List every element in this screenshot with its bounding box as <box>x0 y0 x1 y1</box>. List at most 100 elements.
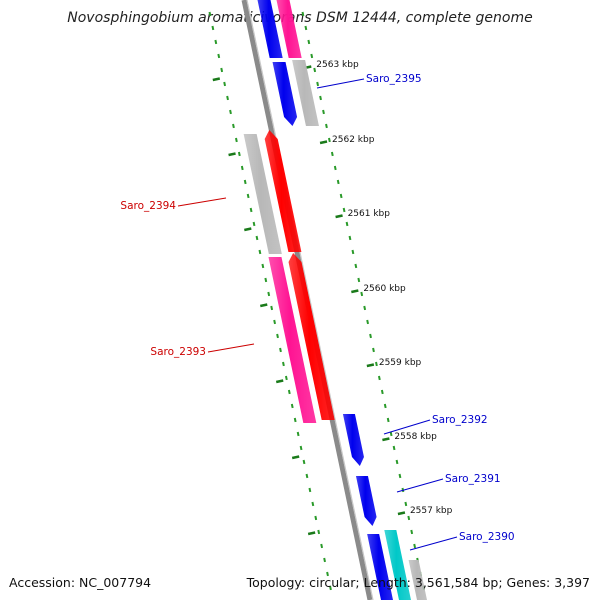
guide-dash <box>395 459 399 465</box>
guide-dash <box>320 543 324 549</box>
ruler-tick <box>351 289 359 294</box>
guide-dash <box>383 403 387 409</box>
guide-dash <box>293 417 297 423</box>
guide-dash <box>264 277 268 283</box>
ruler-tick-label: 2559 kbp <box>379 358 422 368</box>
guide-dash <box>246 193 250 199</box>
guide-dash <box>351 249 355 255</box>
ruler-tick <box>397 511 406 516</box>
scale-tick <box>275 379 284 384</box>
guide-dash <box>252 221 256 227</box>
gene-label-saro_2391[interactable]: Saro_2391 <box>445 473 501 485</box>
guide-dash <box>329 585 332 591</box>
guide-dash <box>296 431 300 437</box>
guide-dash <box>325 123 328 129</box>
guide-dash <box>305 473 309 479</box>
scale-tick <box>259 303 268 308</box>
guide-dash <box>336 179 340 185</box>
guide-dash <box>217 53 221 59</box>
guide-dash <box>232 123 235 129</box>
scale-tick <box>244 227 252 232</box>
ruler-tick-label: 2558 kbp <box>394 432 437 442</box>
gene-block-pink-inner <box>268 257 317 423</box>
guide-dash <box>333 165 337 171</box>
guide-dash <box>392 445 396 451</box>
left-guide-dots <box>208 11 332 591</box>
guide-dash <box>345 221 349 227</box>
guide-dash <box>235 137 238 143</box>
guide-dash <box>348 235 352 241</box>
guide-dash <box>398 473 402 479</box>
map-title: Novosphingobium aromaticivorans DSM 1244… <box>67 10 533 26</box>
scale-tick <box>212 77 221 82</box>
gene-block-blue-bottom <box>367 534 393 600</box>
guide-dash <box>369 333 372 339</box>
guide-dash <box>273 319 277 325</box>
guide-dash <box>211 25 215 31</box>
guide-dash <box>377 375 381 381</box>
guide-dash <box>282 361 285 367</box>
guide-dash <box>360 291 364 297</box>
guide-dash <box>410 529 414 535</box>
gene-block-blue <box>272 62 298 126</box>
gene-block-red-inner <box>264 130 302 252</box>
accession-text: Accession: NC_007794 <box>9 575 152 590</box>
gene-block-grey <box>292 60 319 126</box>
guide-dash <box>389 431 393 437</box>
gene-block-cyan-bottom <box>384 530 411 600</box>
gene-label-saro_2392[interactable]: Saro_2392 <box>432 414 488 426</box>
gene-label-leader <box>207 343 255 353</box>
gene-label-saro_2394[interactable]: Saro_2394 <box>120 200 176 212</box>
guide-dash <box>323 557 326 563</box>
ruler-tick-label: 2563 kbp <box>316 60 359 70</box>
gene-label-leader <box>177 197 227 207</box>
guide-dash <box>386 417 390 423</box>
guide-dash <box>270 305 274 311</box>
ruler-tick-label: 2562 kbp <box>332 135 375 145</box>
left-scale-ticks <box>212 77 316 536</box>
guide-dash <box>301 11 305 17</box>
guide-dash <box>287 389 291 395</box>
gene-label-saro_2395[interactable]: Saro_2395 <box>366 73 422 85</box>
guide-dash <box>342 207 346 213</box>
gene-label-leader <box>316 78 365 89</box>
guide-dash <box>313 67 317 73</box>
guide-dash <box>261 263 265 269</box>
guide-dash <box>317 529 321 535</box>
guide-dash <box>311 501 315 507</box>
scale-tick <box>307 531 316 536</box>
ruler-tick-label: 2560 kbp <box>363 284 406 294</box>
genome-backbone-highlight <box>246 0 374 600</box>
gene-labels: Saro_2395 Saro_2394 Saro_2393 Saro_2392 Saro… <box>120 73 515 551</box>
guide-dash <box>366 319 370 325</box>
gene-label-saro_2390[interactable]: Saro_2390 <box>459 531 515 543</box>
gene-block-blue-lower <box>342 414 364 466</box>
guide-dash <box>226 95 229 101</box>
guide-dash <box>304 25 308 31</box>
gene-block-red-long <box>288 253 335 420</box>
ruler-tick <box>319 140 328 145</box>
guide-dash <box>413 543 417 549</box>
guide-dash <box>267 291 271 297</box>
gene-block-grey-bottom <box>408 560 427 600</box>
guide-dash <box>279 347 282 353</box>
scale-tick <box>291 455 300 460</box>
gene-block-pink-top <box>276 0 302 58</box>
kbp-ruler: 2563 kbp 2562 kbp 2561 kbp 2560 kbp 2559 kbp… <box>304 60 453 516</box>
guide-dash <box>375 361 378 367</box>
guide-dash <box>223 81 227 87</box>
guide-dash <box>314 515 318 521</box>
ruler-tick-label: 2561 kbp <box>348 209 391 219</box>
guide-dash <box>299 445 303 451</box>
guide-dash <box>322 109 325 115</box>
gene-block-blue-lower-2 <box>355 476 377 526</box>
guide-dash <box>307 39 311 45</box>
guide-dash <box>339 193 343 199</box>
guide-dash <box>319 95 322 101</box>
guide-dash <box>249 207 253 213</box>
gene-label-saro_2393[interactable]: Saro_2393 <box>150 346 206 358</box>
guide-dash <box>243 179 247 185</box>
guide-dash <box>308 487 312 493</box>
ruler-tick-label: 2557 kbp <box>410 506 453 516</box>
ruler-tick <box>382 437 390 442</box>
